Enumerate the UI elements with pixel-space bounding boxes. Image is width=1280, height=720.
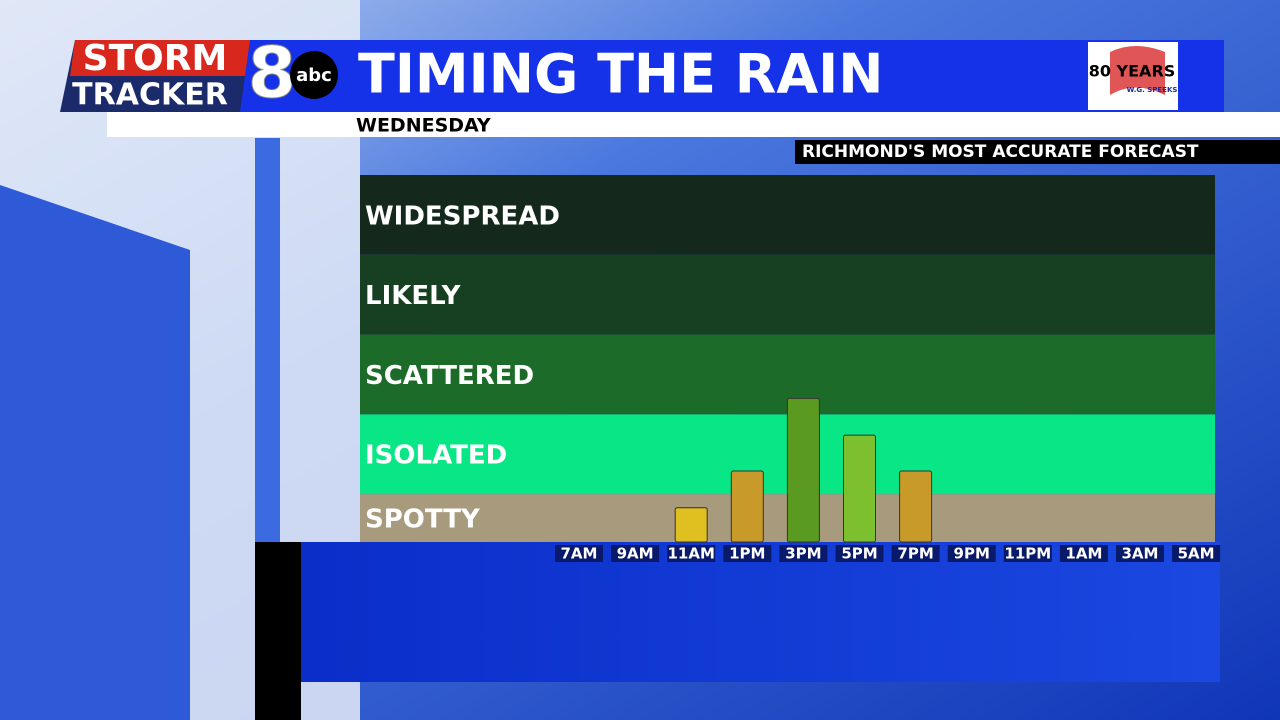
logo-red	[70, 40, 250, 76]
banner	[795, 140, 1280, 164]
bar	[843, 434, 876, 543]
bar	[786, 397, 820, 543]
x-tick-box	[1059, 545, 1108, 562]
logo-abc: abc	[296, 65, 332, 86]
x-tick-label: 3PM	[785, 545, 821, 563]
bar	[899, 470, 933, 543]
level-band	[360, 175, 1215, 255]
level-label: SCATTERED	[365, 361, 534, 391]
logo-abc-circle	[290, 51, 338, 99]
x-tick-label: 5PM	[841, 545, 877, 563]
x-tick-label: 11AM	[667, 545, 714, 563]
level-band	[360, 254, 1215, 335]
sponsor-name: W.G. SPEEKS	[1127, 86, 1178, 94]
logo-tracker: TRACKER	[72, 78, 228, 113]
x-tick-label: 9AM	[617, 545, 654, 563]
sponsor-logo	[1110, 46, 1165, 95]
lower-panel	[255, 542, 1220, 682]
logo-storm: STORM	[83, 38, 228, 79]
level-label: LIKELY	[365, 281, 462, 311]
bg-shape	[255, 542, 301, 720]
bg-shape	[0, 185, 190, 720]
x-tick-box	[611, 545, 660, 562]
x-tick-label: 11PM	[1004, 545, 1051, 563]
x-tick-box	[947, 545, 996, 562]
logo-channel: 8	[248, 32, 297, 114]
x-tick-box	[891, 545, 940, 562]
x-tick-label: 3AM	[1122, 545, 1159, 563]
bg-shape	[255, 138, 280, 588]
chart-subtitle: WEDNESDAY	[356, 115, 491, 137]
x-tick-box	[835, 545, 884, 562]
x-tick-box	[1003, 545, 1052, 562]
x-tick-label: 9PM	[954, 545, 990, 563]
x-tick-box	[667, 545, 716, 562]
x-tick-label: 1PM	[729, 545, 765, 563]
x-tick-box	[1172, 545, 1221, 562]
sponsor-years: 80 YEARS	[1089, 62, 1176, 81]
level-label: WIDESPREAD	[365, 201, 560, 231]
x-tick-label: 5AM	[1178, 545, 1215, 563]
banner-text: RICHMOND'S MOST ACCURATE FORECAST	[802, 142, 1199, 162]
x-tick-box	[555, 545, 603, 562]
bar	[674, 507, 708, 543]
bar	[730, 470, 764, 543]
x-tick-label: 7AM	[561, 545, 598, 563]
x-tick-label: 7PM	[897, 545, 933, 563]
x-tick-box	[723, 545, 772, 562]
x-tick-label: 1AM	[1065, 545, 1102, 563]
x-tick-box	[779, 545, 828, 562]
x-tick-box	[1116, 545, 1164, 562]
subheader-bar	[107, 112, 1280, 137]
level-label: ISOLATED	[365, 441, 507, 471]
chart-title: TIMING THE RAIN	[358, 43, 883, 106]
level-label: SPOTTY	[365, 505, 481, 535]
